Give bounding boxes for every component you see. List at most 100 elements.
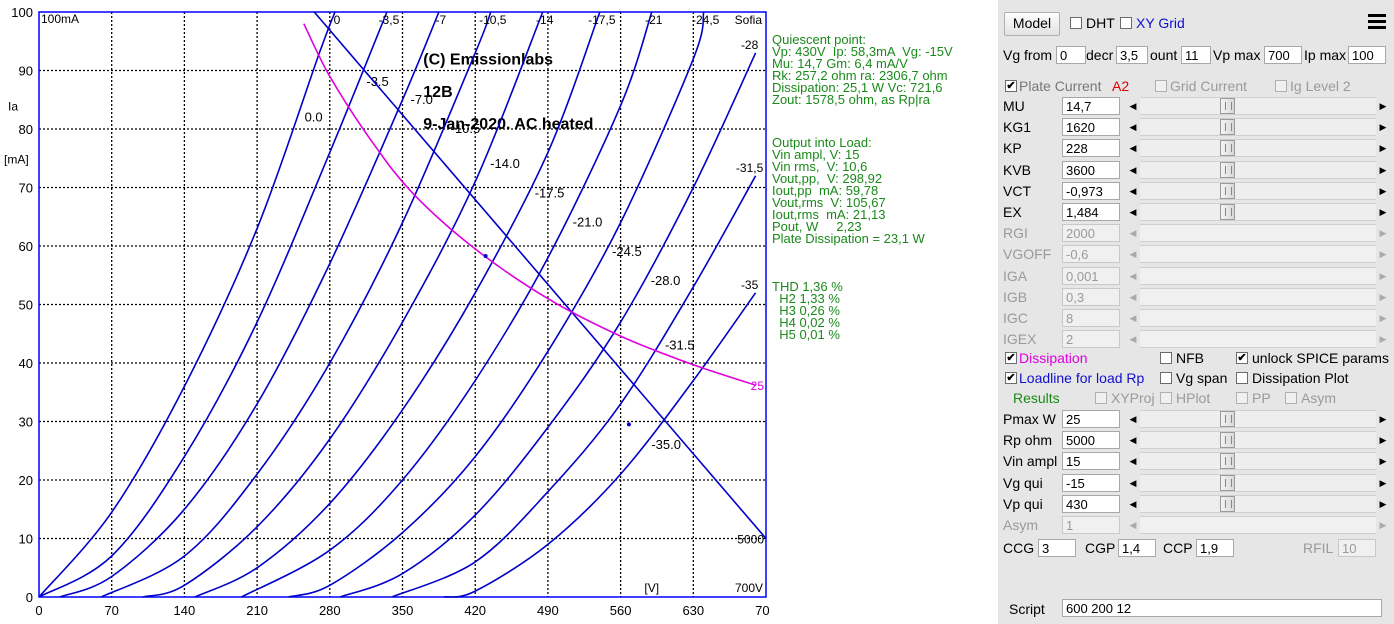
scroll-right-icon[interactable]: ▶	[1379, 520, 1387, 530]
nfb-checkbox[interactable]	[1160, 352, 1172, 364]
scroll-left-icon[interactable]: ◀	[1129, 414, 1137, 424]
scroll-left-icon[interactable]: ◀	[1129, 249, 1137, 260]
slider-thumb[interactable]	[1220, 204, 1235, 220]
param-slider-rgi[interactable]: ◀ ▶	[1126, 224, 1390, 243]
script-input[interactable]: 600 200 12	[1062, 599, 1382, 617]
pp-checkbox[interactable]	[1236, 392, 1248, 404]
slider-track[interactable]	[1140, 410, 1376, 428]
slider-track[interactable]	[1140, 224, 1376, 243]
param-input-vp-qui[interactable]: 430	[1062, 494, 1120, 513]
param-slider-kvb[interactable]: ◀ ▶	[1126, 160, 1390, 179]
param-slider-vct[interactable]: ◀ ▶	[1126, 181, 1390, 200]
param-slider-rp-ohm[interactable]: ◀ ▶	[1126, 431, 1390, 450]
scroll-left-icon[interactable]: ◀	[1129, 207, 1137, 217]
dissipation-checkbox[interactable]: ✔	[1005, 352, 1017, 364]
slider-track[interactable]	[1140, 330, 1376, 349]
ip-max-input[interactable]: 100	[1348, 46, 1386, 64]
slider-track[interactable]	[1140, 287, 1376, 306]
slider-track[interactable]	[1140, 516, 1376, 534]
xy-grid-checkbox[interactable]	[1120, 17, 1132, 29]
scroll-left-icon[interactable]: ◀	[1129, 313, 1137, 323]
param-slider-vin-ampl[interactable]: ◀ ▶	[1126, 452, 1390, 471]
scroll-left-icon[interactable]: ◀	[1129, 456, 1137, 467]
param-input-asym[interactable]: 1	[1062, 516, 1120, 534]
slider-track[interactable]	[1140, 309, 1376, 327]
param-input-vct[interactable]: -0,973	[1062, 181, 1120, 200]
scroll-right-icon[interactable]: ▶	[1379, 185, 1387, 196]
slider-thumb[interactable]	[1220, 161, 1235, 178]
slider-track[interactable]	[1140, 473, 1376, 492]
param-input-pmax-w[interactable]: 25	[1062, 410, 1120, 428]
hplot-checkbox[interactable]	[1160, 392, 1172, 404]
ccp-input[interactable]: 1,9	[1196, 539, 1234, 557]
asym-checkbox[interactable]	[1285, 392, 1297, 404]
vp-max-input[interactable]: 700	[1264, 46, 1302, 64]
param-slider-kg1[interactable]: ◀ ▶	[1126, 118, 1390, 137]
cgp-input[interactable]: 1,4	[1118, 539, 1156, 557]
scroll-left-icon[interactable]: ◀	[1129, 477, 1137, 488]
scroll-right-icon[interactable]: ▶	[1379, 291, 1387, 302]
ig-level-checkbox[interactable]	[1275, 80, 1287, 92]
vg-span-checkbox[interactable]	[1160, 372, 1172, 384]
unlock-spice-checkbox[interactable]: ✔	[1236, 352, 1248, 364]
scroll-right-icon[interactable]: ▶	[1379, 313, 1387, 323]
param-input-rgi[interactable]: 2000	[1062, 224, 1120, 243]
param-input-vgoff[interactable]: -0,6	[1062, 245, 1120, 264]
param-slider-ex[interactable]: ◀ ▶	[1126, 203, 1390, 221]
param-input-ex[interactable]: 1,484	[1062, 203, 1120, 221]
param-input-vin-ampl[interactable]: 15	[1062, 452, 1120, 471]
param-input-igex[interactable]: 2	[1062, 330, 1120, 349]
param-slider-igc[interactable]: ◀ ▶	[1126, 309, 1390, 327]
tube-plot[interactable]: 0701402102803504204905606307000102030405…	[0, 0, 770, 624]
scroll-right-icon[interactable]: ▶	[1379, 270, 1387, 281]
count-input[interactable]: 11	[1181, 46, 1211, 64]
decr-input[interactable]: 3,5	[1116, 46, 1148, 64]
scroll-right-icon[interactable]: ▶	[1379, 164, 1387, 175]
ccg-input[interactable]: 3	[1038, 539, 1076, 557]
slider-track[interactable]	[1140, 160, 1376, 179]
scroll-right-icon[interactable]: ▶	[1379, 334, 1387, 345]
slider-track[interactable]	[1140, 266, 1376, 285]
vg-from-input[interactable]: 0	[1056, 46, 1086, 64]
scroll-right-icon[interactable]: ▶	[1379, 122, 1387, 133]
slider-track[interactable]	[1140, 431, 1376, 450]
dht-checkbox[interactable]	[1070, 17, 1082, 29]
param-slider-asym[interactable]: ◀ ▶	[1126, 516, 1390, 534]
param-slider-kp[interactable]: ◀ ▶	[1126, 139, 1390, 158]
param-slider-vp-qui[interactable]: ◀ ▶	[1126, 494, 1390, 513]
slider-thumb[interactable]	[1220, 182, 1235, 199]
slider-track[interactable]	[1140, 181, 1376, 200]
param-slider-pmax-w[interactable]: ◀ ▶	[1126, 410, 1390, 428]
param-input-vg-qui[interactable]: -15	[1062, 473, 1120, 492]
scroll-right-icon[interactable]: ▶	[1379, 456, 1387, 467]
slider-track[interactable]	[1140, 452, 1376, 471]
param-input-kvb[interactable]: 3600	[1062, 160, 1120, 179]
scroll-right-icon[interactable]: ▶	[1379, 101, 1387, 111]
scroll-left-icon[interactable]: ◀	[1129, 520, 1137, 530]
scroll-left-icon[interactable]: ◀	[1129, 498, 1137, 509]
hamburger-menu-icon[interactable]	[1368, 14, 1386, 30]
scroll-right-icon[interactable]: ▶	[1379, 498, 1387, 509]
results-label[interactable]: Results	[1013, 390, 1060, 406]
grid-current-checkbox[interactable]	[1155, 80, 1167, 92]
param-slider-igb[interactable]: ◀ ▶	[1126, 287, 1390, 306]
scroll-left-icon[interactable]: ◀	[1129, 122, 1137, 133]
scroll-left-icon[interactable]: ◀	[1129, 228, 1137, 239]
param-input-mu[interactable]: 14,7	[1062, 97, 1120, 115]
rfil-input[interactable]: 10	[1338, 539, 1376, 557]
param-input-kg1[interactable]: 1620	[1062, 118, 1120, 137]
slider-track[interactable]	[1140, 97, 1376, 115]
param-slider-mu[interactable]: ◀ ▶	[1126, 97, 1390, 115]
slider-track[interactable]	[1140, 118, 1376, 137]
slider-thumb[interactable]	[1220, 453, 1235, 470]
slider-thumb[interactable]	[1220, 495, 1235, 512]
param-slider-vg-qui[interactable]: ◀ ▶	[1126, 473, 1390, 492]
slider-thumb[interactable]	[1220, 432, 1235, 449]
scroll-right-icon[interactable]: ▶	[1379, 249, 1387, 260]
param-input-igb[interactable]: 0,3	[1062, 287, 1120, 306]
param-input-rp-ohm[interactable]: 5000	[1062, 431, 1120, 450]
slider-thumb[interactable]	[1220, 411, 1235, 427]
slider-thumb[interactable]	[1220, 140, 1235, 157]
slider-thumb[interactable]	[1220, 119, 1235, 136]
param-input-iga[interactable]: 0,001	[1062, 266, 1120, 285]
